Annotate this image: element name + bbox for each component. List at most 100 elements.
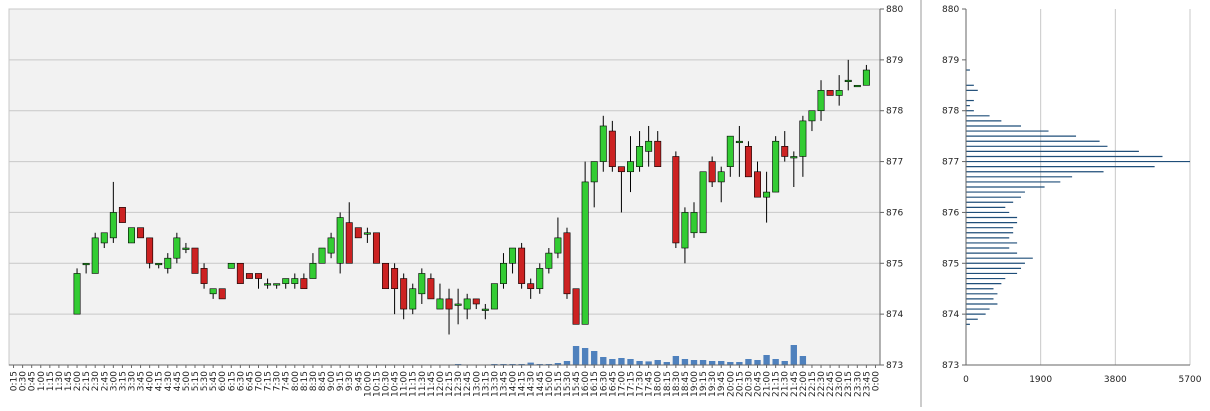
candle-down xyxy=(608,130,616,167)
volume-bar xyxy=(799,356,807,365)
candle-down xyxy=(146,237,154,264)
candle-down xyxy=(445,298,453,310)
time-tick-label: 11:30 xyxy=(418,371,428,397)
volume-bar xyxy=(690,360,698,365)
time-tick-label: 5:00 xyxy=(182,371,192,391)
candle-down xyxy=(372,232,380,264)
main-price-tick-label: 876 xyxy=(886,208,903,218)
candle-up xyxy=(681,212,689,249)
volume-bar xyxy=(772,359,779,365)
main-price-axis: 873 874 875 876 877 878 879 880 xyxy=(879,5,903,371)
candle-up xyxy=(627,161,634,173)
candle-up xyxy=(853,84,861,88)
candle-up xyxy=(844,79,852,82)
candle-up xyxy=(209,288,217,295)
volume-bar xyxy=(591,351,598,365)
profile-price-tick-label: 873 xyxy=(942,361,959,371)
candle-up xyxy=(481,308,489,311)
time-tick-label: 13:00 xyxy=(472,371,482,397)
main-price-tick-label: 880 xyxy=(886,5,903,15)
volume-bar xyxy=(654,360,661,365)
time-tick-label: 11:00 xyxy=(400,371,410,397)
candle-down xyxy=(472,298,480,305)
time-tick-label: 5:15 xyxy=(191,371,201,391)
time-tick-label: 22:30 xyxy=(817,371,827,397)
time-tick-label: 13:45 xyxy=(499,371,509,397)
time-tick-label: 13:15 xyxy=(481,371,491,397)
time-tick-label: 9:45 xyxy=(354,371,364,391)
time-tick-label: 8:00 xyxy=(291,371,301,391)
candle-up xyxy=(173,237,181,259)
time-tick-label: 20:45 xyxy=(754,371,764,397)
time-tick-label: 20:00 xyxy=(726,371,736,397)
time-tick-label: 8:45 xyxy=(318,371,328,391)
time-tick-label: 10:45 xyxy=(391,371,401,397)
time-tick-label: 0:30 xyxy=(19,371,29,391)
profile-volume-tick-label: 5700 xyxy=(1179,375,1202,385)
time-tick-label: 18:45 xyxy=(681,371,691,397)
profile-volume-axis: 0 1900 3800 5700 xyxy=(963,364,1202,385)
candle-up xyxy=(690,212,698,234)
volume-bar xyxy=(572,346,580,365)
volume-bar xyxy=(699,360,707,365)
candle-up xyxy=(799,120,807,157)
time-tick-label: 1:00 xyxy=(37,371,47,391)
time-tick-label: 4:30 xyxy=(164,371,174,391)
time-tick-label: 2:30 xyxy=(91,371,101,391)
time-tick-label: 21:15 xyxy=(772,371,782,397)
volume-bar xyxy=(600,357,607,365)
time-tick-label: 22:00 xyxy=(799,371,809,397)
candle-down xyxy=(118,207,126,223)
time-tick-label: 0:45 xyxy=(28,371,38,391)
time-tick-label: 0:15 xyxy=(10,371,20,391)
candle-down xyxy=(708,161,716,183)
time-tick-label: 19:15 xyxy=(699,371,709,397)
candle-down xyxy=(354,227,362,239)
candle-down xyxy=(200,268,208,284)
profile-price-tick-label: 880 xyxy=(942,5,959,15)
candle-down xyxy=(754,171,761,198)
candle-up xyxy=(536,268,544,290)
candle-up xyxy=(264,283,272,286)
candle-down xyxy=(400,278,408,310)
time-tick-label: 4:45 xyxy=(173,371,183,391)
time-tick-label: 18:30 xyxy=(672,371,682,397)
time-tick-label: 18:00 xyxy=(654,371,664,397)
time-tick-label: 4:15 xyxy=(155,371,165,391)
candle-up xyxy=(409,288,417,310)
candle-down xyxy=(563,232,571,295)
time-tick-label: 13:30 xyxy=(490,371,500,397)
candle-up xyxy=(509,247,517,264)
volume-bar xyxy=(736,362,743,365)
time-tick-label: 19:30 xyxy=(708,371,718,397)
time-tick-label: 11:15 xyxy=(409,371,419,397)
candle-up xyxy=(82,262,90,266)
time-tick-label: 12:15 xyxy=(445,371,455,397)
profile-volume-tick-label: 0 xyxy=(963,375,969,385)
main-price-tick-label: 874 xyxy=(886,310,903,320)
time-tick-label: 8:15 xyxy=(300,371,310,391)
main-price-tick-label: 877 xyxy=(886,158,903,168)
volume-bar xyxy=(763,355,770,365)
candle-down xyxy=(427,278,435,300)
time-tick-label: 21:30 xyxy=(781,371,791,397)
time-tick-label: 23:15 xyxy=(844,371,854,397)
time-tick-label: 20:30 xyxy=(744,371,754,397)
profile-price-tick-label: 875 xyxy=(942,259,959,269)
candle-up xyxy=(581,181,589,325)
candle-up xyxy=(645,140,653,152)
main-price-tick-label: 878 xyxy=(886,107,903,117)
time-tick-label: 14:15 xyxy=(518,371,528,397)
candle-down xyxy=(518,247,526,284)
candle-down xyxy=(345,222,353,264)
candle-up xyxy=(73,273,81,315)
candle-up xyxy=(636,146,644,167)
time-tick-label: 21:00 xyxy=(763,371,773,397)
time-tick-label: 9:30 xyxy=(345,371,355,391)
candle-up xyxy=(599,125,607,162)
time-tick-label: 12:45 xyxy=(463,371,473,397)
volume-profile-bars xyxy=(966,69,1190,325)
candle-up xyxy=(128,227,135,244)
candle-up xyxy=(336,217,344,264)
